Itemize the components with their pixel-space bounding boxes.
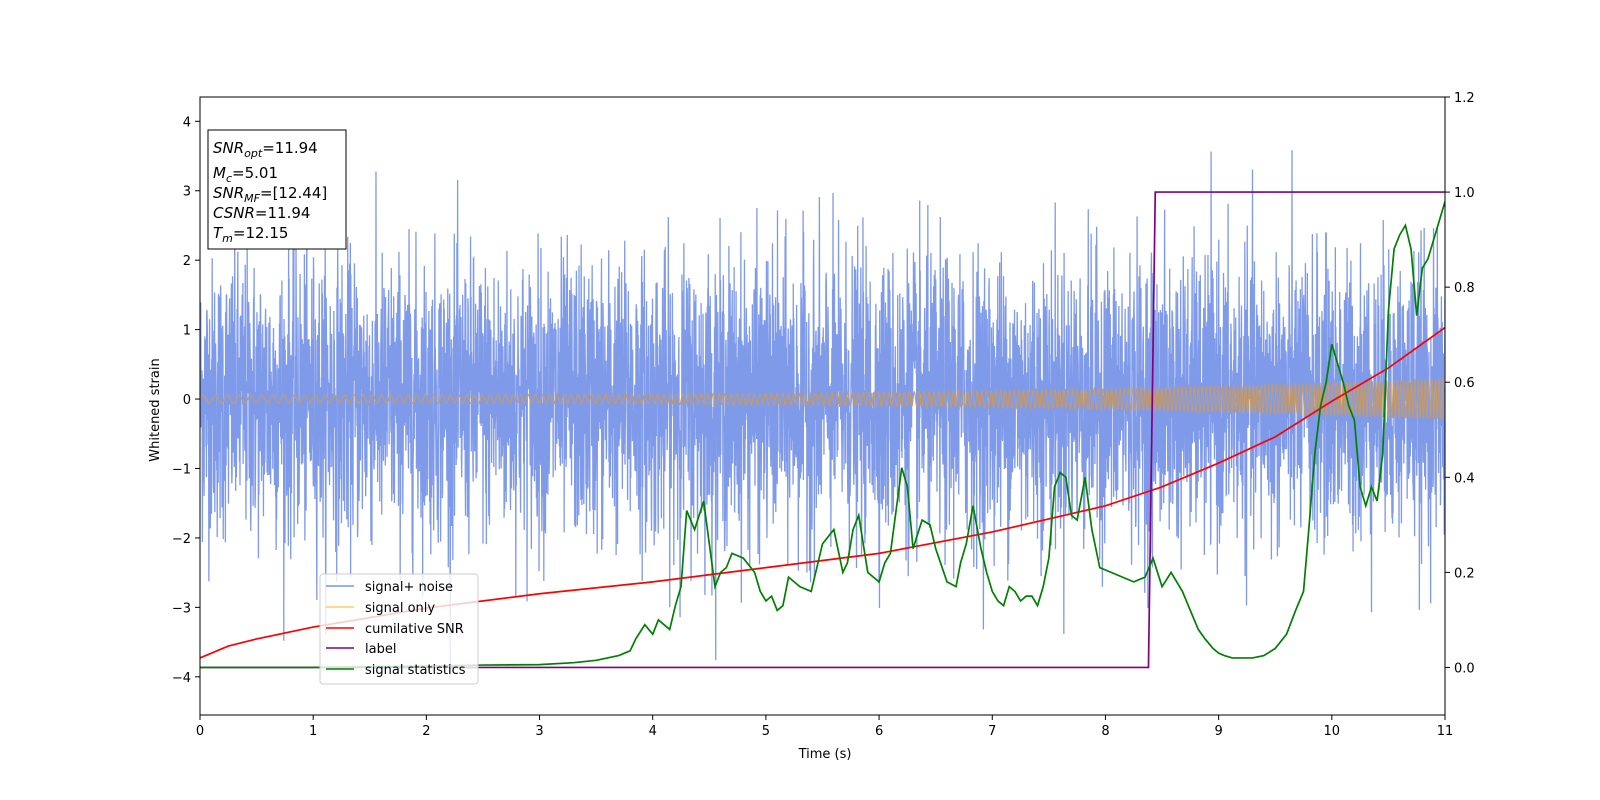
info-mc: Mc=5.01 <box>213 164 278 185</box>
info-csnr: CSNR=11.94 <box>213 204 310 222</box>
x-tick-label: 10 <box>1324 724 1341 739</box>
x-tick-label: 6 <box>875 724 883 739</box>
y-axis-label: Whitened strain <box>148 358 163 461</box>
y-tick-label: −4 <box>172 671 191 686</box>
plot-area <box>200 150 1445 679</box>
legend-label-label: label <box>365 642 396 657</box>
x-tick-label: 9 <box>1214 724 1222 739</box>
y-tick-label: 4 <box>183 115 191 130</box>
y-tick-label: −2 <box>172 532 191 547</box>
x-tick-label: 8 <box>1101 724 1109 739</box>
legend: signal+ noise signal only cumilative SNR… <box>319 573 479 685</box>
x-tick-label: 0 <box>196 724 204 739</box>
y2-tick-label: 0.4 <box>1454 471 1475 486</box>
x-tick-label: 4 <box>649 724 657 739</box>
y-tick-label: 3 <box>183 185 191 200</box>
x-tick-label: 11 <box>1437 724 1454 739</box>
legend-label-signal-only: signal only <box>365 601 435 616</box>
x-tick-label: 2 <box>422 724 430 739</box>
y2-tick-label: 0.6 <box>1454 376 1475 391</box>
info-tm: Tm=12.15 <box>213 224 288 245</box>
y2-tick-label: 0.0 <box>1454 661 1475 676</box>
x-tick-label: 3 <box>535 724 543 739</box>
x-tick-label: 7 <box>988 724 996 739</box>
legend-label-signal-noise: signal+ noise <box>365 580 453 595</box>
legend-label-cumulative-snr: cumilative SNR <box>365 622 464 637</box>
y-tick-label: 2 <box>183 254 191 269</box>
y2-tick-label: 1.0 <box>1454 186 1475 201</box>
y2-tick-label: 0.2 <box>1454 566 1475 581</box>
info-snr-mf: SNRMF=[12.44] <box>213 184 327 205</box>
series-cumulative-snr <box>200 326 1445 659</box>
series-signal-statistics <box>200 201 1445 669</box>
axes: 0 1 2 3 4 5 6 7 8 9 10 1143210−1−2−3−41.21.00.80.60… <box>172 91 1475 739</box>
x-tick-label: 5 <box>762 724 770 739</box>
info-snr-opt: SNRopt=11.94 <box>213 139 318 160</box>
series-signal-only <box>200 378 1445 420</box>
y2-tick-label: 1.2 <box>1454 91 1475 106</box>
x-tick-label: 1 <box>309 724 317 739</box>
plot-frame <box>199 96 1446 716</box>
y2-tick-label: 0.8 <box>1454 281 1475 296</box>
y-tick-label: 0 <box>183 393 191 408</box>
x-axis-label: Time (s) <box>798 747 852 762</box>
y-tick-label: 1 <box>183 324 191 339</box>
info-box: SNRopt=11.94 Mc=5.01 SNRMF=[12.44] CSNR=… <box>207 129 347 250</box>
y-tick-label: −1 <box>172 462 191 477</box>
legend-label-signal-statistics: signal statistics <box>365 663 466 678</box>
series-signal-noise <box>200 150 1445 679</box>
y-tick-label: −3 <box>172 601 191 616</box>
series-label <box>200 191 1445 669</box>
